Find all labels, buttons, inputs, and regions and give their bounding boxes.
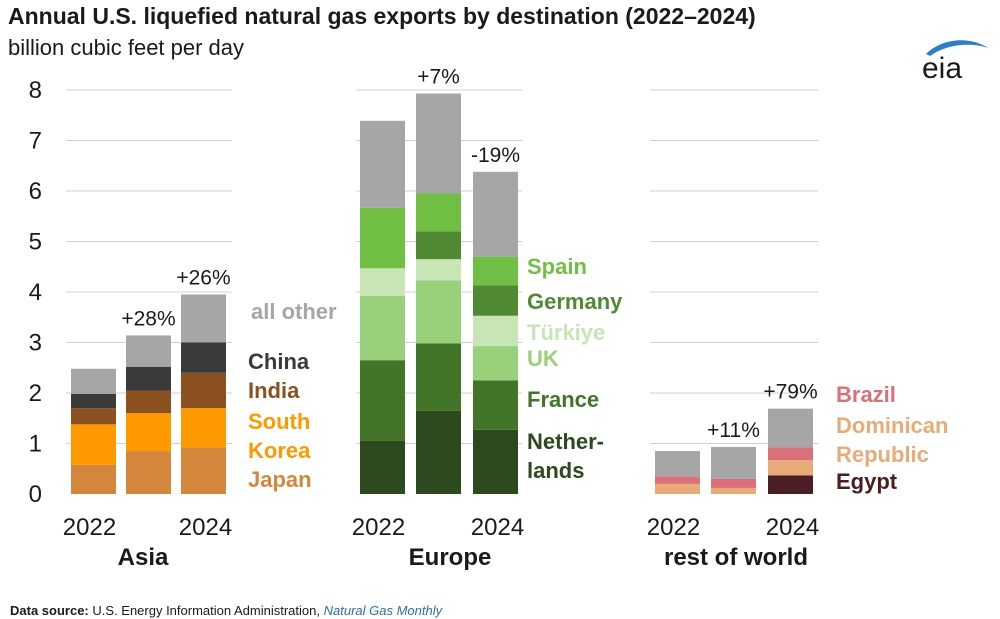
chart-units: billion cubic feet per day — [8, 35, 245, 60]
x-tick-label: 2024 — [179, 514, 232, 541]
legend-label-netherlands: Nether- — [527, 429, 604, 454]
legend-label-egypt: Egypt — [836, 469, 898, 494]
x-tick-label: 2022 — [63, 514, 116, 541]
x-tick-label: 2022 — [352, 514, 405, 541]
bar-segment-all-other — [360, 120, 405, 208]
legend-label-brazil: Brazil — [836, 382, 896, 407]
bar-segment-türkiye — [416, 259, 461, 281]
y-tick-label: 0 — [29, 481, 42, 508]
bar-segment-all-other — [71, 368, 116, 395]
bar-segment-china — [181, 342, 226, 373]
bar-segment-all-other — [416, 93, 461, 194]
legend-label-netherlands: lands — [527, 458, 584, 483]
bar-segment-south-korea — [126, 413, 171, 452]
y-tick-label: 3 — [29, 330, 42, 357]
bar-segment-india — [71, 408, 116, 425]
bar-segment-germany — [416, 231, 461, 260]
legend-label-all-other: all other — [251, 299, 337, 324]
bar-segment-all-other — [768, 408, 813, 448]
legend-label-france: France — [527, 387, 599, 412]
bar-segment-dominican-republic — [655, 483, 700, 494]
legend-label-türkiye: Türkiye — [527, 320, 605, 345]
bar-segment-south-korea — [71, 424, 116, 465]
bar-segment-all-other — [181, 294, 226, 343]
bar-segment-spain — [473, 256, 518, 286]
bar-segment-china — [126, 366, 171, 391]
bar-segment-netherlands — [473, 429, 518, 494]
bar-segment-all-other — [711, 447, 756, 479]
legend-label-dominican-republic: Dominican — [836, 413, 948, 438]
bar-segment-uk — [416, 280, 461, 344]
legend-label-spain: Spain — [527, 254, 587, 279]
data-source-note: Data source: U.S. Energy Information Adm… — [10, 603, 442, 618]
bar-segment-india — [126, 390, 171, 414]
percent-change-label: +28% — [121, 307, 175, 330]
legend-label-uk: UK — [527, 346, 559, 371]
legend-label-india: India — [248, 378, 300, 403]
bar-segment-uk — [473, 346, 518, 381]
y-tick-label: 4 — [29, 279, 42, 306]
bar-segment-south-korea — [181, 408, 226, 448]
region-label: Asia — [118, 544, 169, 571]
percent-change-label: +26% — [176, 267, 230, 290]
bar-segment-netherlands — [416, 410, 461, 494]
x-tick-label: 2024 — [766, 514, 819, 541]
logo-swoosh — [926, 40, 988, 56]
bar-segment-france — [360, 360, 405, 441]
bar-segment-china — [71, 394, 116, 409]
percent-change-label: +11% — [707, 419, 760, 442]
bar-segment-france — [473, 380, 518, 430]
bar-segment-spain — [360, 207, 405, 269]
bar-segment-france — [416, 343, 461, 411]
legend-label-dominican-republic: Republic — [836, 442, 929, 467]
source-label: Data source: — [10, 603, 89, 618]
source-publication: Natural Gas Monthly — [323, 603, 443, 618]
y-tick-label: 2 — [29, 380, 42, 407]
bar-segment-japan — [181, 447, 226, 494]
bar-segment-türkiye — [360, 268, 405, 297]
y-tick-label: 5 — [29, 229, 42, 256]
source-text: U.S. Energy Information Administration, — [92, 603, 320, 618]
region-label: rest of world — [664, 544, 808, 571]
y-tick-label: 8 — [29, 77, 42, 104]
percent-change-label: +7% — [417, 66, 460, 89]
bar-segment-dominican-republic — [768, 460, 813, 476]
bar-segment-spain — [416, 193, 461, 232]
eia-logo: eia — [922, 40, 988, 82]
legend-label-china: China — [248, 349, 310, 374]
percent-change-label: -19% — [471, 144, 520, 167]
bar-segment-all-other — [655, 451, 700, 477]
bar-segment-brazil — [655, 476, 700, 484]
x-tick-label: 2024 — [471, 514, 524, 541]
logo-text: eia — [922, 52, 962, 82]
lng-exports-chart: 0 1 2 3 4 5 6 7 8 +28%+26% 2022 2024 Asia +7% -19% 202… — [29, 66, 949, 571]
y-tick-label: 1 — [29, 431, 42, 458]
bar-segment-india — [181, 372, 226, 409]
y-tick-label: 7 — [29, 128, 42, 155]
bar-segment-dominican-republic — [711, 487, 756, 494]
legend-label-south-korea: South — [248, 409, 310, 434]
x-tick-label: 2022 — [647, 514, 700, 541]
legend-label-japan: Japan — [248, 467, 312, 492]
bar-segment-brazil — [711, 478, 756, 488]
y-axis-ticks: 0 1 2 3 4 5 6 7 8 — [29, 77, 42, 508]
bar-segment-all-other — [126, 335, 171, 367]
chart-title: Annual U.S. liquefied natural gas export… — [8, 3, 756, 29]
y-tick-label: 6 — [29, 178, 42, 205]
bar-segment-japan — [126, 451, 171, 494]
legend-label-south-korea: Korea — [248, 438, 311, 463]
bar-stacks — [71, 93, 813, 494]
bar-segment-netherlands — [360, 440, 405, 494]
bar-segment-türkiye — [473, 315, 518, 347]
chart-text: +28%+26% 2022 2024 Asia +7% -19% 2022 2024 Europ… — [63, 66, 949, 571]
legend-label-germany: Germany — [527, 289, 623, 314]
percent-change-label: +79% — [763, 381, 817, 404]
bar-segment-all-other — [473, 171, 518, 257]
bar-segment-brazil — [768, 447, 813, 461]
bar-segment-japan — [71, 464, 116, 494]
bar-segment-egypt — [768, 475, 813, 494]
region-label: Europe — [409, 544, 492, 571]
bar-segment-uk — [360, 296, 405, 361]
bar-segment-germany — [473, 285, 518, 316]
